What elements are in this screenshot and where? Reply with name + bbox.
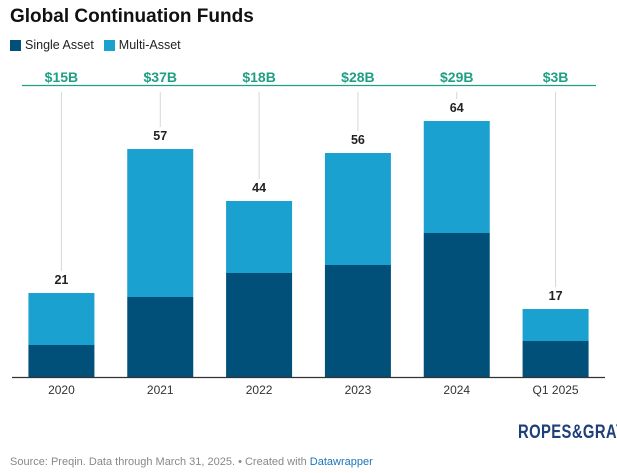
- bar-single-asset-2024: [423, 233, 490, 377]
- chart-title: Global Continuation Funds: [10, 6, 254, 27]
- x-tick-label-2022: 2022: [246, 383, 273, 397]
- bar-single-asset-2020: [28, 345, 95, 377]
- legend-item-single-asset: Single Asset: [10, 38, 94, 52]
- x-tick-label-2024: 2024: [443, 383, 470, 397]
- source-text: Source: Preqin. Data through March 31, 2…: [10, 456, 310, 468]
- ropes-gray-logo: ROPES&GRAY: [518, 422, 617, 443]
- top-label-q1-2025: $3B: [543, 69, 569, 85]
- legend-swatch-multi-asset: [103, 39, 115, 51]
- chart-legend: Single Asset Multi-Asset: [10, 38, 191, 52]
- x-tick-label-2020: 2020: [48, 383, 75, 397]
- bar-single-asset-q1-2025: [522, 341, 589, 377]
- bar-multi-asset-2021: [127, 149, 194, 297]
- x-tick-label-2021: 2021: [147, 383, 174, 397]
- bar-multi-asset-q1-2025: [522, 309, 589, 341]
- total-label-2021: 57: [153, 129, 167, 143]
- bar-single-asset-2023: [324, 265, 391, 377]
- x-tick-label-2023: 2023: [345, 383, 372, 397]
- bar-multi-asset-2024: [423, 121, 490, 233]
- legend-label-multi-asset: Multi-Asset: [118, 38, 181, 52]
- datawrapper-link[interactable]: Datawrapper: [309, 456, 373, 468]
- legend-item-multi-asset: Multi-Asset: [103, 38, 181, 52]
- bar-multi-asset-2020: [28, 293, 95, 345]
- top-label-2024: $29B: [440, 69, 473, 85]
- bar-single-asset-2021: [127, 297, 194, 377]
- total-label-2024: 64: [450, 101, 464, 115]
- top-label-2021: $37B: [144, 69, 177, 85]
- bar-single-asset-2022: [226, 273, 293, 377]
- total-label-2020: 21: [54, 273, 68, 287]
- bar-multi-asset-2023: [324, 153, 391, 265]
- bar-multi-asset-2022: [226, 201, 293, 273]
- total-label-q1-2025: 17: [549, 289, 563, 303]
- x-tick-label-q1-2025: Q1 2025: [533, 383, 579, 397]
- legend-swatch-single-asset: [10, 39, 21, 51]
- top-label-2023: $28B: [341, 69, 374, 85]
- legend-label-single-asset: Single Asset: [25, 38, 94, 52]
- total-label-2022: 44: [252, 181, 266, 195]
- top-label-2022: $18B: [242, 69, 275, 85]
- top-label-2020: $15B: [45, 69, 78, 85]
- source-note: Source: Preqin. Data through March 31, 2…: [10, 456, 373, 468]
- total-label-2023: 56: [351, 133, 365, 147]
